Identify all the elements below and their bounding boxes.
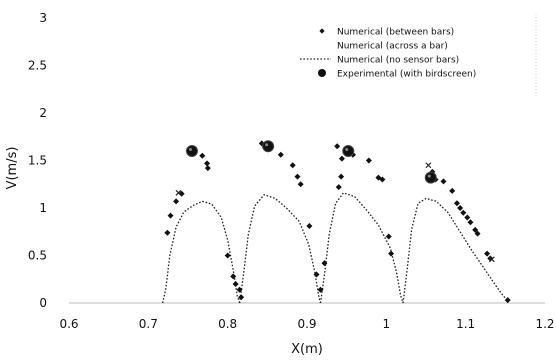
data-point-between-bars	[294, 173, 301, 180]
data-point-between-bars	[277, 151, 284, 158]
x-tick-label: 1.2	[535, 317, 554, 331]
data-point-between-bars	[289, 162, 296, 169]
x-tick-label: 0.6	[59, 317, 78, 331]
y-tick-label: 2.5	[28, 59, 47, 73]
data-point-between-bars	[338, 155, 345, 162]
series-line-no-sensor-bars	[402, 197, 509, 304]
data-point-between-bars	[379, 176, 386, 183]
data-point-between-bars	[460, 209, 467, 216]
data-point-between-bars	[164, 229, 171, 236]
legend-label: Experimental (with birdscreen)	[337, 70, 476, 80]
data-point-experimental-highlight	[265, 143, 269, 147]
legend-label: Numerical (no sensor bars)	[337, 56, 459, 66]
x-tick-label: 1.1	[456, 317, 475, 331]
y-tick-label: 1.5	[28, 154, 47, 168]
data-point-between-bars	[204, 160, 211, 167]
data-point-cross	[488, 256, 495, 263]
y-tick-label: 3	[39, 11, 47, 25]
data-point-between-bars	[388, 250, 395, 257]
data-point-between-bars	[173, 198, 180, 205]
data-point-experimental-highlight	[188, 148, 192, 151]
data-point-between-bars	[484, 250, 491, 257]
data-point-between-bars	[306, 223, 313, 230]
data-point-between-bars	[334, 143, 341, 150]
axes: 0.6 0.7 0.8 0.9 1 1.1 1.2 0 0.5 1 1.5 2 2.5 3	[28, 11, 555, 331]
data-point-cross	[175, 189, 182, 196]
data-point-experimental	[185, 145, 198, 157]
y-tick-label: 0	[39, 296, 47, 310]
data-point-between-bars	[232, 281, 239, 287]
x-tick-label: 0.9	[297, 317, 316, 331]
data-point-between-bars	[440, 178, 447, 185]
data-point-experimental	[342, 145, 355, 157]
data-point-between-bars	[204, 165, 211, 172]
data-point-between-bars	[453, 200, 460, 207]
x-tick-label: 1	[383, 317, 391, 331]
data-point-experimental-highlight	[427, 174, 431, 178]
data-point-between-bars	[472, 226, 479, 233]
data-point-between-bars	[297, 181, 304, 188]
data-point-between-bars	[504, 297, 511, 304]
data-point-between-bars	[236, 286, 243, 293]
data-point-between-bars	[238, 294, 245, 301]
y-axis-title: V(m/s)	[5, 147, 20, 190]
data-point-experimental	[262, 140, 275, 153]
data-point-experimental-highlight	[345, 148, 349, 151]
y-tick-label: 2	[39, 106, 47, 120]
data-point-between-bars	[321, 260, 328, 267]
data-point-cross	[425, 162, 432, 169]
data-point-experimental	[424, 171, 437, 184]
legend-label: Numerical (between bars)	[337, 28, 454, 38]
y-tick-label: 1	[39, 201, 47, 215]
data-point-between-bars	[317, 286, 324, 293]
data-point-between-bars	[335, 184, 342, 191]
series-line-no-sensor-bars	[238, 193, 322, 304]
data-point-between-bars	[167, 212, 174, 219]
legend-label: Numerical (across a bar)	[337, 42, 448, 52]
x-tick-label: 0.7	[139, 317, 158, 331]
legend-swatch-between-bars	[319, 28, 325, 34]
data-point-between-bars	[338, 173, 345, 180]
data-point-between-bars	[464, 214, 471, 221]
data-point-between-bars	[474, 230, 481, 237]
x-axis-title: X(m)	[291, 342, 323, 357]
data-point-between-bars	[457, 205, 464, 211]
legend-swatch-experimental	[318, 69, 326, 77]
data-point-between-bars	[467, 219, 474, 226]
y-tick-label: 0.5	[28, 249, 47, 263]
x-tick-label: 0.8	[218, 317, 237, 331]
data-point-between-bars	[199, 152, 206, 159]
series-line-no-sensor-bars	[161, 200, 241, 304]
data-point-between-bars	[224, 252, 231, 259]
data-point-between-bars	[449, 187, 456, 194]
data-point-between-bars	[385, 233, 392, 240]
plot-area	[161, 140, 511, 304]
data-point-between-bars	[365, 157, 372, 164]
legend: Numerical (between bars) Numerical (acros…	[300, 28, 476, 80]
series-line-no-sensor-bars	[319, 192, 404, 304]
data-point-between-bars	[230, 273, 237, 280]
data-point-between-bars	[313, 271, 320, 278]
